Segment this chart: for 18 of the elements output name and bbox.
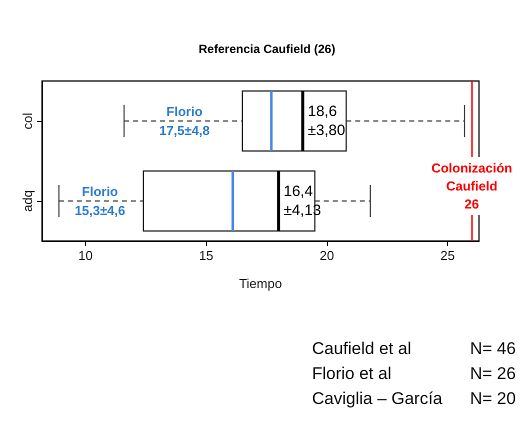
annotation: Florio 15,3±4,6 — [74, 184, 126, 218]
x-axis-title: Tiempo — [239, 276, 282, 291]
annotation: Florio 17,5±4,8 — [159, 104, 210, 138]
text: Caviglia – García — [312, 389, 443, 408]
x-tick-label: 15 — [198, 248, 214, 263]
y-tick-label: adq — [20, 190, 35, 212]
x-tick-label: 25 — [440, 248, 455, 263]
x-tick-label: 10 — [78, 248, 93, 263]
text: N= 20 — [470, 389, 516, 408]
y-tick-label: col — [20, 112, 35, 130]
x-tick-label: 20 — [320, 248, 334, 263]
annotation: 18,6 ±3,80 — [308, 103, 346, 139]
text: N= 26 — [470, 364, 516, 383]
text: Caufield et al — [312, 339, 412, 358]
chart-title: Referencia Caufield (26) — [198, 42, 336, 56]
ref-line-label: Colonización Caufield 26 — [431, 160, 512, 212]
text: N= 46 — [470, 339, 516, 358]
text: Florio et al — [312, 364, 392, 383]
